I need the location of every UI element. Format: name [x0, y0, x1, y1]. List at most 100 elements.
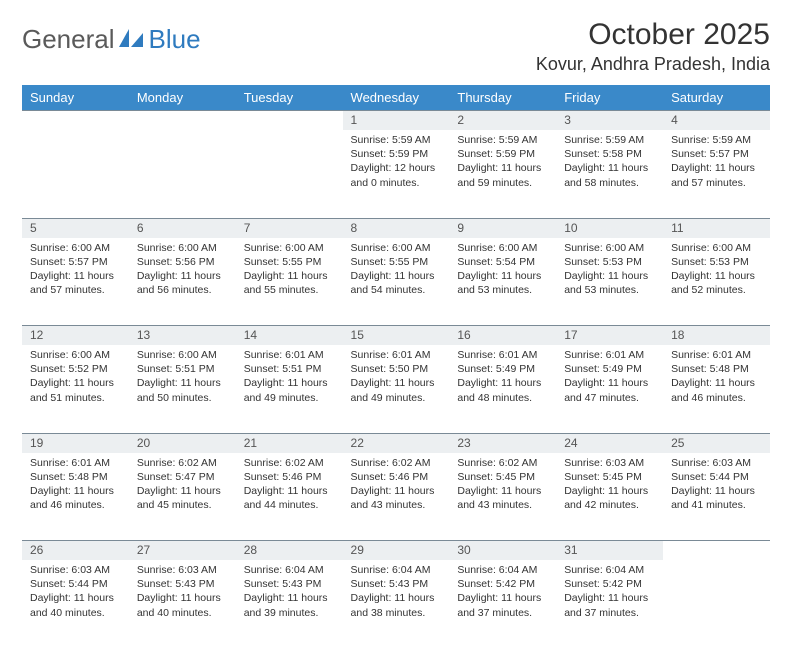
- sunset-text: Sunset: 5:49 PM: [564, 362, 655, 376]
- sunrise-text: Sunrise: 5:59 AM: [457, 133, 548, 147]
- sunset-text: Sunset: 5:50 PM: [351, 362, 442, 376]
- sunset-text: Sunset: 5:43 PM: [137, 577, 228, 591]
- sunrise-text: Sunrise: 6:00 AM: [137, 348, 228, 362]
- sunrise-text: Sunrise: 6:00 AM: [351, 241, 442, 255]
- daylight-text: Daylight: 11 hours and 37 minutes.: [564, 591, 655, 619]
- day-number: 5: [22, 218, 129, 238]
- logo-text-general: General: [22, 24, 115, 55]
- sunrise-text: Sunrise: 5:59 AM: [671, 133, 762, 147]
- day-number: 19: [22, 433, 129, 453]
- sunrise-text: Sunrise: 6:01 AM: [30, 456, 121, 470]
- day-number: 18: [663, 326, 770, 346]
- details-row: Sunrise: 5:59 AMSunset: 5:59 PMDaylight:…: [22, 130, 770, 218]
- day-details: Sunrise: 6:02 AMSunset: 5:46 PMDaylight:…: [343, 453, 450, 541]
- daylight-text: Daylight: 11 hours and 42 minutes.: [564, 484, 655, 512]
- daynum-row: 12131415161718: [22, 326, 770, 346]
- sunset-text: Sunset: 5:45 PM: [457, 470, 548, 484]
- day-details: Sunrise: 6:01 AMSunset: 5:49 PMDaylight:…: [556, 345, 663, 433]
- empty-cell: [236, 130, 343, 218]
- sunrise-text: Sunrise: 6:01 AM: [244, 348, 335, 362]
- sunrise-text: Sunrise: 6:00 AM: [30, 241, 121, 255]
- weekday-header: Sunday: [22, 85, 129, 111]
- daylight-text: Daylight: 11 hours and 46 minutes.: [30, 484, 121, 512]
- sunset-text: Sunset: 5:59 PM: [457, 147, 548, 161]
- day-details: Sunrise: 6:00 AMSunset: 5:55 PMDaylight:…: [343, 238, 450, 326]
- day-details: Sunrise: 6:03 AMSunset: 5:44 PMDaylight:…: [663, 453, 770, 541]
- sunset-text: Sunset: 5:55 PM: [244, 255, 335, 269]
- day-number: 12: [22, 326, 129, 346]
- day-details: Sunrise: 6:02 AMSunset: 5:47 PMDaylight:…: [129, 453, 236, 541]
- sunrise-text: Sunrise: 6:00 AM: [457, 241, 548, 255]
- sunset-text: Sunset: 5:52 PM: [30, 362, 121, 376]
- sunrise-text: Sunrise: 6:01 AM: [564, 348, 655, 362]
- sunrise-text: Sunrise: 6:00 AM: [30, 348, 121, 362]
- sunset-text: Sunset: 5:54 PM: [457, 255, 548, 269]
- empty-cell: [22, 111, 129, 131]
- sunset-text: Sunset: 5:46 PM: [351, 470, 442, 484]
- sunset-text: Sunset: 5:42 PM: [457, 577, 548, 591]
- day-number: 4: [663, 111, 770, 131]
- daylight-text: Daylight: 11 hours and 56 minutes.: [137, 269, 228, 297]
- daylight-text: Daylight: 11 hours and 44 minutes.: [244, 484, 335, 512]
- sunset-text: Sunset: 5:43 PM: [351, 577, 442, 591]
- sunset-text: Sunset: 5:44 PM: [30, 577, 121, 591]
- daylight-text: Daylight: 11 hours and 37 minutes.: [457, 591, 548, 619]
- day-details: Sunrise: 6:04 AMSunset: 5:42 PMDaylight:…: [556, 560, 663, 648]
- daylight-text: Daylight: 11 hours and 40 minutes.: [30, 591, 121, 619]
- weekday-header: Wednesday: [343, 85, 450, 111]
- sunrise-text: Sunrise: 6:02 AM: [244, 456, 335, 470]
- details-row: Sunrise: 6:00 AMSunset: 5:52 PMDaylight:…: [22, 345, 770, 433]
- sunset-text: Sunset: 5:47 PM: [137, 470, 228, 484]
- daylight-text: Daylight: 11 hours and 40 minutes.: [137, 591, 228, 619]
- daylight-text: Daylight: 11 hours and 46 minutes.: [671, 376, 762, 404]
- sunrise-text: Sunrise: 6:04 AM: [244, 563, 335, 577]
- day-details: Sunrise: 6:03 AMSunset: 5:45 PMDaylight:…: [556, 453, 663, 541]
- daylight-text: Daylight: 11 hours and 59 minutes.: [457, 161, 548, 189]
- day-details: Sunrise: 6:01 AMSunset: 5:48 PMDaylight:…: [663, 345, 770, 433]
- day-details: Sunrise: 6:02 AMSunset: 5:46 PMDaylight:…: [236, 453, 343, 541]
- day-number: 3: [556, 111, 663, 131]
- header: General Blue October 2025 Kovur, Andhra …: [22, 18, 770, 75]
- day-details: Sunrise: 6:01 AMSunset: 5:49 PMDaylight:…: [449, 345, 556, 433]
- day-details: Sunrise: 6:00 AMSunset: 5:53 PMDaylight:…: [663, 238, 770, 326]
- day-number: 23: [449, 433, 556, 453]
- sunset-text: Sunset: 5:56 PM: [137, 255, 228, 269]
- empty-cell: [663, 541, 770, 561]
- weekday-header: Monday: [129, 85, 236, 111]
- daylight-text: Daylight: 11 hours and 45 minutes.: [137, 484, 228, 512]
- day-number: 20: [129, 433, 236, 453]
- day-details: Sunrise: 6:04 AMSunset: 5:42 PMDaylight:…: [449, 560, 556, 648]
- daylight-text: Daylight: 11 hours and 43 minutes.: [457, 484, 548, 512]
- day-number: 17: [556, 326, 663, 346]
- daylight-text: Daylight: 11 hours and 53 minutes.: [564, 269, 655, 297]
- day-number: 24: [556, 433, 663, 453]
- day-details: Sunrise: 6:00 AMSunset: 5:57 PMDaylight:…: [22, 238, 129, 326]
- weekday-header: Thursday: [449, 85, 556, 111]
- daylight-text: Daylight: 11 hours and 57 minutes.: [671, 161, 762, 189]
- day-number: 15: [343, 326, 450, 346]
- month-title: October 2025: [536, 18, 770, 52]
- location-label: Kovur, Andhra Pradesh, India: [536, 54, 770, 75]
- daylight-text: Daylight: 11 hours and 49 minutes.: [351, 376, 442, 404]
- sunset-text: Sunset: 5:53 PM: [671, 255, 762, 269]
- day-details: Sunrise: 6:01 AMSunset: 5:48 PMDaylight:…: [22, 453, 129, 541]
- day-details: Sunrise: 6:03 AMSunset: 5:43 PMDaylight:…: [129, 560, 236, 648]
- logo-text-blue: Blue: [149, 24, 201, 55]
- sunrise-text: Sunrise: 6:03 AM: [30, 563, 121, 577]
- sunset-text: Sunset: 5:46 PM: [244, 470, 335, 484]
- daylight-text: Daylight: 11 hours and 51 minutes.: [30, 376, 121, 404]
- daylight-text: Daylight: 11 hours and 52 minutes.: [671, 269, 762, 297]
- day-details: Sunrise: 6:00 AMSunset: 5:51 PMDaylight:…: [129, 345, 236, 433]
- sunset-text: Sunset: 5:57 PM: [30, 255, 121, 269]
- daylight-text: Daylight: 11 hours and 50 minutes.: [137, 376, 228, 404]
- day-details: Sunrise: 5:59 AMSunset: 5:59 PMDaylight:…: [343, 130, 450, 218]
- day-number: 29: [343, 541, 450, 561]
- sunrise-text: Sunrise: 6:03 AM: [564, 456, 655, 470]
- sunrise-text: Sunrise: 6:02 AM: [137, 456, 228, 470]
- daylight-text: Daylight: 11 hours and 49 minutes.: [244, 376, 335, 404]
- empty-cell: [236, 111, 343, 131]
- day-details: Sunrise: 6:01 AMSunset: 5:50 PMDaylight:…: [343, 345, 450, 433]
- day-number: 9: [449, 218, 556, 238]
- day-number: 14: [236, 326, 343, 346]
- daynum-row: 567891011: [22, 218, 770, 238]
